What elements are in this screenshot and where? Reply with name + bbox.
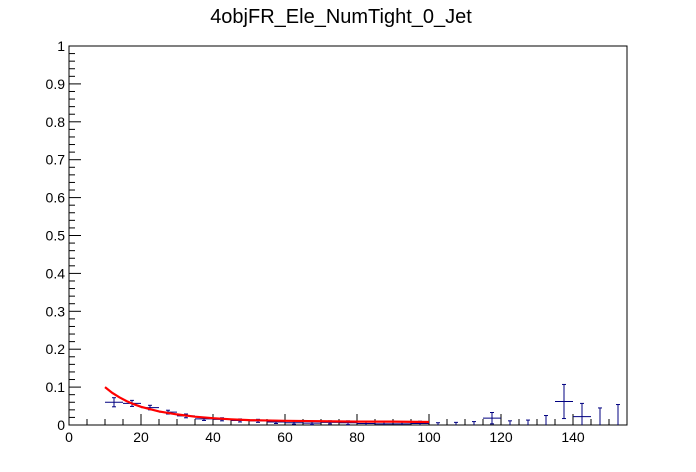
x-tick-label: 0: [65, 429, 73, 445]
y-tick-label: 0.9: [46, 76, 66, 92]
fit-curve-layer: [104, 386, 430, 424]
data-point: [483, 411, 501, 425]
y-tick-label: 0.2: [46, 341, 66, 357]
y-tick-label: 0.5: [46, 228, 66, 244]
data-point: [436, 422, 440, 425]
chart-title: 4objFR_Ele_NumTight_0_Jet: [210, 6, 472, 28]
x-tick-label: 60: [277, 429, 293, 445]
axes: 0 0.1 0.2 0.3 0.4 0.5 0.6 0.7 0.8 0.9 1 0 20 40 60 80 10…: [46, 38, 628, 445]
y-tick-label: 0: [57, 417, 65, 433]
data-point: [526, 419, 530, 425]
x-tick-label: 80: [349, 429, 365, 445]
x-tick-label: 120: [489, 429, 513, 445]
y-tick-label: 0.4: [46, 265, 66, 281]
data-point: [454, 421, 458, 425]
data-point: [598, 407, 602, 425]
data-point: [616, 404, 620, 425]
y-tick-label: 0.1: [46, 379, 66, 395]
x-tick-label: 100: [417, 429, 441, 445]
x-tick-label: 140: [561, 429, 585, 445]
y-tick-label: 1: [57, 38, 65, 54]
data-point: [544, 415, 548, 425]
data-point: [555, 383, 573, 420]
y-tick-label: 0.3: [46, 303, 66, 319]
y-tick-label: 0.8: [46, 114, 66, 130]
y-tick-label: 0.6: [46, 190, 66, 206]
fit-curve: [104, 386, 430, 424]
data-point: [105, 397, 123, 408]
data-point: [472, 421, 476, 425]
x-tick-label: 20: [133, 429, 149, 445]
data-point: [573, 402, 591, 425]
data-point: [508, 420, 512, 425]
y-tick-label: 0.7: [46, 152, 66, 168]
x-tick-label: 40: [205, 429, 221, 445]
